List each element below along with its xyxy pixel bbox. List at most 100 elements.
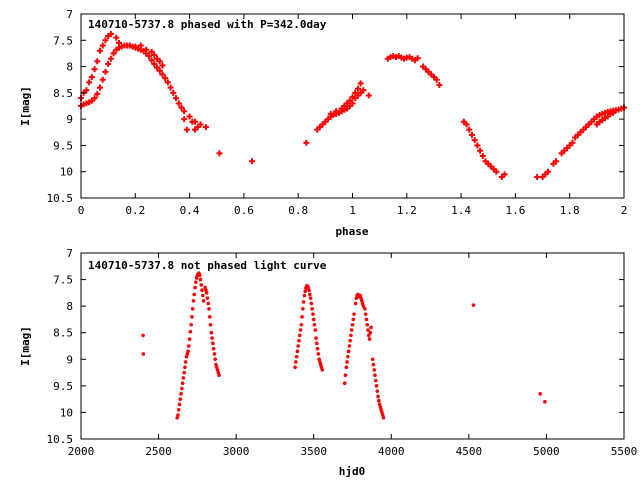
phased-data-point	[113, 34, 120, 41]
unphased-ytick-label: 10	[60, 406, 73, 419]
unphased-data-point	[199, 283, 204, 287]
phased-data-point	[143, 46, 150, 53]
unphased-data-point	[200, 293, 205, 298]
unphased-data-point	[363, 312, 368, 316]
unphased-ytick-label: 9	[66, 353, 73, 366]
phased-data-point	[194, 124, 201, 131]
unphased-data-point	[372, 368, 377, 372]
unphased-data-point	[293, 365, 297, 370]
phased-data-point	[88, 74, 95, 81]
unphased-data-point	[205, 296, 210, 300]
phased-data-point	[173, 95, 180, 102]
phased-data-point	[97, 47, 104, 54]
phased-data-point	[569, 139, 576, 146]
unphased-data-point	[365, 322, 370, 327]
phased-data-point	[86, 79, 93, 86]
unphased-data-point	[141, 352, 146, 356]
unphased-data-point	[299, 322, 304, 327]
unphased-data-point	[347, 344, 352, 348]
phased-data-point	[216, 150, 223, 157]
unphased-data-point	[366, 328, 370, 332]
phased-data-point	[501, 171, 508, 178]
phased-data-point	[159, 71, 166, 78]
unphased-data-point	[182, 370, 186, 375]
unphased-data-point	[188, 329, 193, 334]
phased-data-point	[167, 84, 174, 91]
unphased-data-point	[373, 373, 377, 378]
phased-data-point	[544, 168, 551, 175]
phased-data-point	[414, 55, 421, 62]
unphased-data-point	[193, 285, 197, 290]
unphased-data-point	[315, 341, 319, 346]
phased-data-point	[186, 113, 193, 120]
phased-ytick-label: 8.5	[53, 87, 73, 100]
phased-data-point	[99, 76, 106, 83]
unphased-data-point	[345, 360, 349, 364]
unphased-data-point	[370, 357, 375, 362]
chart-unphased-frame	[80, 252, 625, 440]
phased-data-point	[102, 37, 109, 44]
phased-data-point	[156, 58, 163, 65]
unphased-data-point	[187, 337, 192, 341]
unphased-data-point	[179, 392, 183, 396]
unphased-data-point	[183, 365, 187, 370]
unphased-data-point	[189, 322, 193, 327]
unphased-ytick-label: 8.5	[53, 327, 73, 340]
unphased-ytick-label: 8	[66, 300, 73, 313]
unphased-data-point	[217, 373, 221, 378]
phased-data-point	[468, 131, 475, 138]
phased-ytick-label: 7.5	[53, 34, 73, 47]
unphased-data-point	[352, 312, 356, 316]
phased-data-point	[202, 124, 209, 131]
unphased-data-point	[194, 280, 198, 285]
phased-data-point	[471, 137, 478, 144]
phased-data-point	[94, 90, 101, 97]
phased-data-point	[102, 68, 109, 75]
phased-data-point	[116, 39, 123, 46]
phased-data-point	[365, 92, 372, 99]
unphased-data-point	[471, 303, 476, 307]
phased-data-point	[145, 53, 152, 60]
phased-data-point	[94, 58, 101, 65]
unphased-data-point	[208, 322, 213, 327]
unphased-xtick-label: 5000	[533, 445, 560, 458]
phased-data-point	[474, 142, 481, 149]
phased-data-point	[534, 173, 541, 180]
unphased-data-point	[373, 378, 378, 383]
unphased-data-point	[315, 346, 320, 351]
phased-data-point	[183, 126, 190, 133]
phased-data-point	[352, 89, 359, 96]
chart-unphased-points	[141, 271, 547, 420]
unphased-data-point	[201, 299, 206, 303]
phased-data-point	[137, 42, 144, 49]
phased-data-point	[148, 48, 155, 55]
unphased-data-point	[303, 289, 307, 294]
chart-phased-title: 140710-5737.8 phased with P=342.0day	[88, 18, 327, 31]
unphased-xtick-label: 3000	[223, 445, 250, 458]
unphased-data-point	[342, 381, 347, 386]
unphased-data-point	[344, 365, 349, 370]
phased-data-point	[164, 79, 171, 86]
unphased-data-point	[301, 307, 305, 311]
unphased-data-point	[210, 336, 214, 340]
phased-data-point	[170, 89, 177, 96]
chart-phased: 0 0.2 0.4 0.6 0.8 1 1.2 1.4 1.6 1.8 2 7 7.5 8 8.5 9 9.5 1…	[19, 8, 627, 238]
unphased-data-point	[296, 344, 301, 348]
unphased-data-point	[176, 413, 180, 417]
phased-data-point	[159, 62, 166, 69]
phased-data-point	[349, 94, 356, 101]
phased-data-point	[151, 52, 158, 59]
unphased-data-point	[308, 296, 313, 300]
phased-data-point	[479, 152, 486, 159]
unphased-data-point	[316, 352, 321, 356]
unphased-data-point	[308, 292, 312, 297]
phased-ytick-label: 10.5	[47, 192, 74, 205]
unphased-data-point	[177, 402, 182, 407]
unphased-data-point	[206, 301, 211, 306]
phased-data-point	[477, 147, 484, 154]
phased-data-point	[303, 139, 310, 146]
phased-data-point	[466, 126, 473, 133]
phased-data-point	[151, 60, 158, 67]
unphased-data-point	[361, 304, 366, 308]
phased-data-point	[436, 81, 443, 88]
